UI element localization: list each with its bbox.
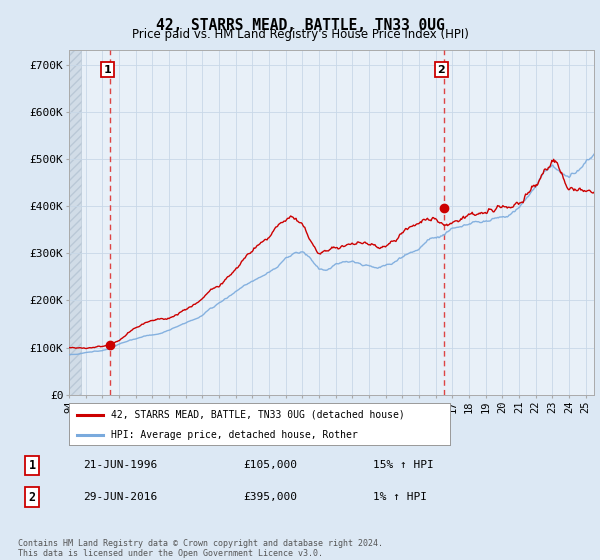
- Text: 42, STARRS MEAD, BATTLE, TN33 0UG (detached house): 42, STARRS MEAD, BATTLE, TN33 0UG (detac…: [111, 410, 404, 420]
- Text: 42, STARRS MEAD, BATTLE, TN33 0UG: 42, STARRS MEAD, BATTLE, TN33 0UG: [155, 18, 445, 33]
- Text: 1: 1: [29, 459, 35, 472]
- Text: 1% ↑ HPI: 1% ↑ HPI: [373, 492, 427, 502]
- Text: 15% ↑ HPI: 15% ↑ HPI: [373, 460, 434, 470]
- Text: 21-JUN-1996: 21-JUN-1996: [83, 460, 157, 470]
- Text: 1: 1: [104, 64, 112, 74]
- Bar: [69, 50, 80, 395]
- Text: Price paid vs. HM Land Registry's House Price Index (HPI): Price paid vs. HM Land Registry's House …: [131, 28, 469, 41]
- Text: HPI: Average price, detached house, Rother: HPI: Average price, detached house, Roth…: [111, 430, 358, 440]
- Text: 2: 2: [437, 64, 445, 74]
- Text: £395,000: £395,000: [244, 492, 298, 502]
- Text: Contains HM Land Registry data © Crown copyright and database right 2024.
This d: Contains HM Land Registry data © Crown c…: [18, 539, 383, 558]
- Text: 2: 2: [29, 491, 35, 504]
- Text: £105,000: £105,000: [244, 460, 298, 470]
- Text: 29-JUN-2016: 29-JUN-2016: [83, 492, 157, 502]
